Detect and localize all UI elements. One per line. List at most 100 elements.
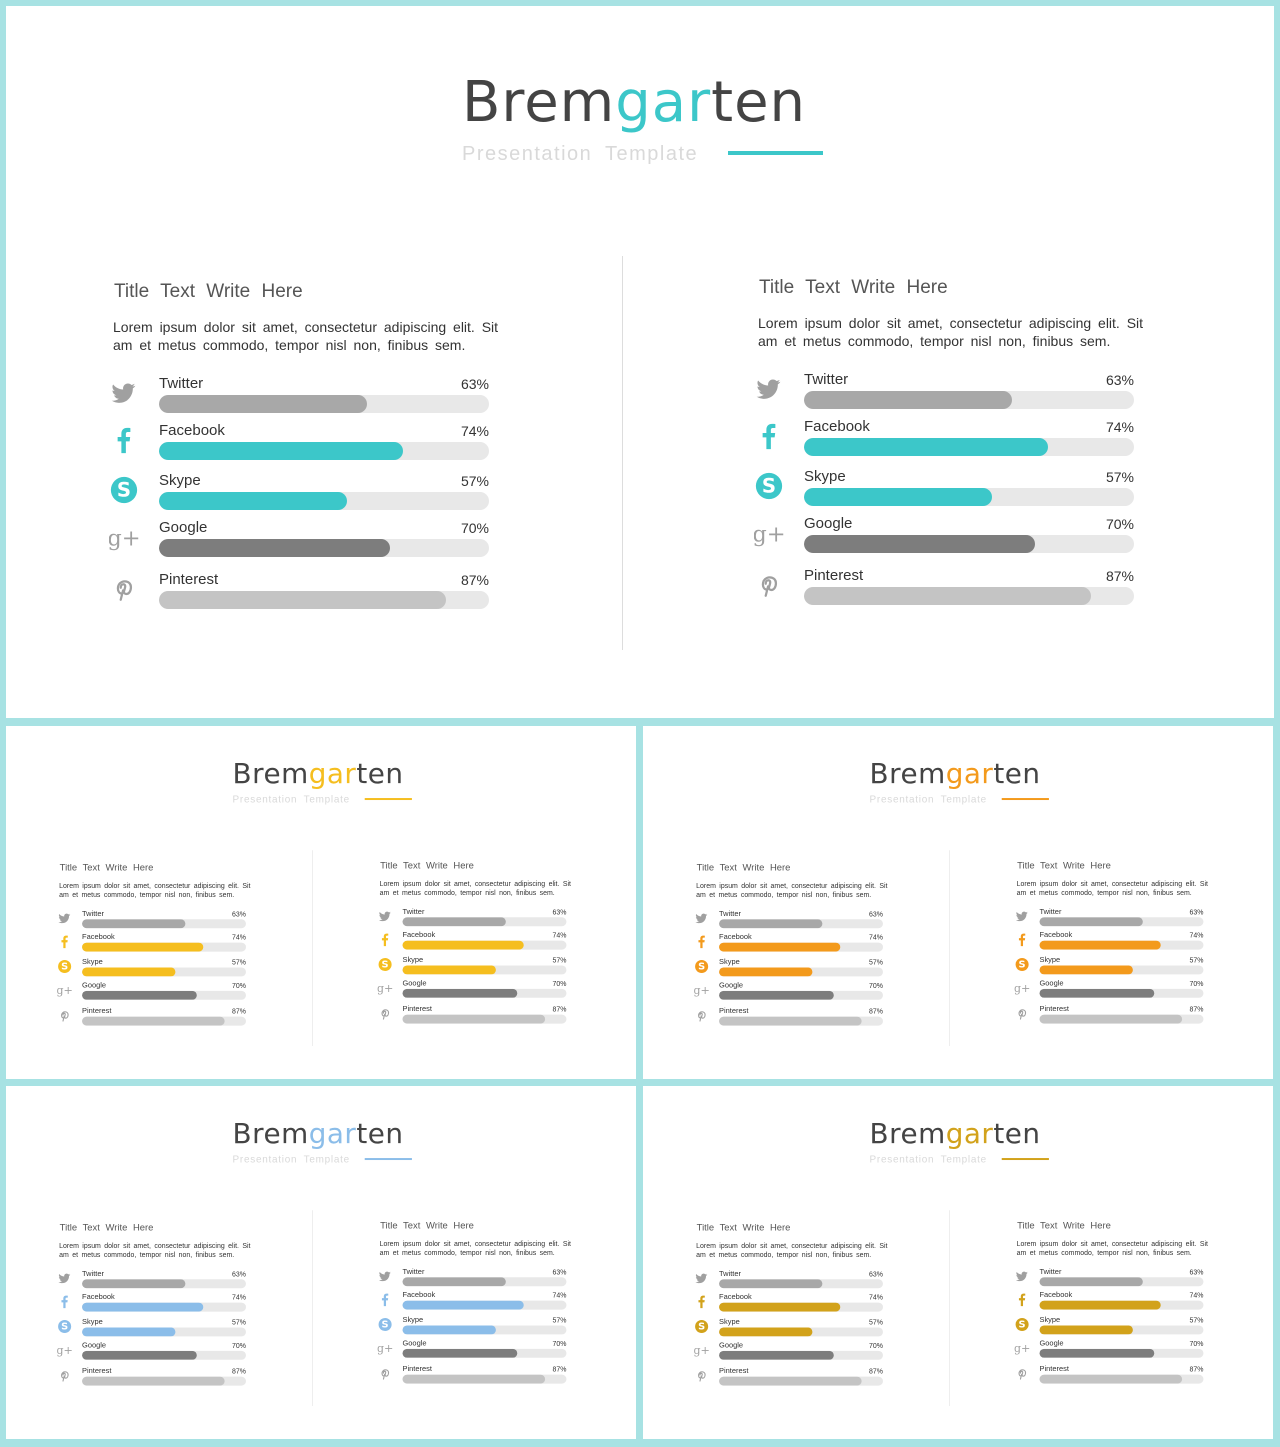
metric-row-facebook: Facebook 74% (102, 422, 502, 466)
facebook-icon (698, 1295, 705, 1309)
metric-bar-fill (159, 539, 390, 557)
metric-label: Skype (82, 957, 103, 966)
metric-label: Pinterest (1039, 1364, 1069, 1374)
presentation-subtitle: Presentation Template (869, 794, 987, 805)
metric-row-skype: S Skype 57% (1011, 956, 1210, 978)
metric-label: Google (719, 980, 744, 990)
metric-bar-fill (159, 492, 348, 510)
metric-bar-track (804, 488, 1134, 506)
brand-title-suffix: ten (993, 757, 1041, 791)
metric-label: Twitter (719, 1269, 741, 1278)
metric-label: Facebook (804, 418, 870, 435)
metric-row-twitter: Twitter 63% (102, 375, 502, 419)
svg-text:S: S (382, 960, 389, 971)
metric-row-google: g+ Google 70% (1011, 1339, 1210, 1361)
metric-bar-fill (719, 919, 823, 929)
metric-row-twitter: Twitter 63% (1011, 907, 1210, 929)
title-accent-rule (364, 798, 412, 801)
metric-bar-fill (1039, 1014, 1183, 1024)
panel-title: Title Text Write Here (59, 862, 154, 874)
metric-value: 87% (1189, 1365, 1204, 1374)
metric-value: 70% (552, 1339, 567, 1348)
metric-label: Google (804, 515, 853, 532)
metric-value: 87% (869, 1367, 883, 1376)
metric-bar-track (82, 1350, 246, 1360)
metric-label: Twitter (804, 371, 849, 388)
metric-bar-track (719, 1350, 883, 1360)
metric-bar-fill (402, 940, 524, 950)
metric-row-facebook: Facebook 74% (747, 418, 1147, 462)
metric-bar-track (402, 1325, 567, 1335)
metric-label: Twitter (82, 909, 104, 918)
metric-bar-track (82, 990, 246, 1000)
metric-bar-track (82, 942, 246, 952)
google-plus-icon: g+ (378, 1342, 393, 1355)
panel-right: Title Text Write Here Lorem ipsum dolor … (1011, 860, 1220, 1039)
brand-title-prefix: Brem (869, 1117, 946, 1151)
metric-label: Twitter (1039, 907, 1062, 916)
svg-text:S: S (1019, 960, 1026, 971)
pinterest-icon (1018, 1009, 1027, 1020)
skype-icon: S (1015, 957, 1029, 972)
metric-bar-fill (402, 1348, 518, 1358)
metric-row-skype: S Skype 57% (691, 1318, 890, 1340)
svg-text:g+: g+ (57, 1344, 72, 1357)
metric-bar-track (82, 967, 246, 977)
metric-bar-track (402, 965, 567, 975)
panel-left: Title Text Write Here Lorem ipsum dolor … (691, 862, 900, 1041)
skype-icon: S (378, 957, 392, 972)
skype-icon: S (695, 1319, 709, 1333)
metric-value: 74% (552, 931, 567, 940)
panel-title: Title Text Write Here (696, 862, 791, 874)
metric-list: Twitter 63% Facebook 74% S Skype 57% g+ … (102, 375, 502, 615)
metric-bar-track (804, 535, 1134, 553)
metric-value: 74% (1105, 419, 1134, 435)
metric-label: Skype (159, 472, 201, 489)
metric-label: Google (1039, 1338, 1064, 1348)
svg-text:g+: g+ (694, 1344, 709, 1357)
metric-row-facebook: Facebook 74% (691, 1293, 890, 1315)
slide-main: Bremgarten Presentation Template Title T… (6, 6, 1274, 718)
metric-bar-track (402, 1348, 567, 1358)
slide-content: Bremgarten Presentation Template Title T… (6, 6, 1274, 718)
panel-body: Lorem ipsum dolor sit amet, consectetur … (59, 1241, 251, 1259)
brand-title-accent: gar (945, 757, 994, 791)
metric-value: 74% (1189, 1291, 1204, 1300)
metric-bar-track (719, 1016, 883, 1026)
google-plus-icon: g+ (694, 1344, 709, 1357)
metric-row-pinterest: Pinterest 87% (1011, 1005, 1210, 1027)
svg-text:S: S (61, 962, 68, 973)
metric-bar-fill (719, 1302, 841, 1312)
metric-bar-track (1039, 1014, 1204, 1024)
metric-bar-track (402, 1014, 567, 1024)
metric-bar-fill (82, 990, 197, 1000)
metric-bar-fill (82, 1327, 176, 1337)
google-plus-icon: g+ (109, 525, 139, 551)
metric-bar-fill (1039, 940, 1161, 950)
metric-label: Skype (1039, 955, 1061, 964)
metric-value: 70% (1189, 1339, 1204, 1348)
metric-value: 70% (552, 979, 567, 988)
metric-label: Pinterest (82, 1006, 112, 1016)
panel-left: Title Text Write Here Lorem ipsum dolor … (54, 862, 263, 1041)
brand-title-prefix: Brem (232, 1117, 309, 1151)
google-plus-icon: g+ (694, 984, 709, 997)
twitter-icon (111, 383, 136, 403)
svg-text:g+: g+ (109, 525, 139, 551)
column-divider (622, 256, 623, 650)
metric-bar-track (159, 492, 489, 510)
metric-bar-fill (82, 1279, 186, 1289)
metric-value: 74% (869, 933, 883, 942)
metric-label: Facebook (82, 932, 115, 942)
metric-bar-fill (402, 965, 496, 975)
metric-row-twitter: Twitter 63% (374, 907, 573, 929)
skype-icon: S (110, 476, 138, 504)
title-accent-rule (1001, 1158, 1049, 1161)
slide-content: Bremgarten Presentation Template Title T… (6, 726, 636, 1079)
facebook-icon (1018, 933, 1026, 947)
brand-title-suffix: ten (356, 1117, 404, 1151)
metric-label: Facebook (82, 1292, 115, 1302)
metric-label: Twitter (402, 907, 425, 916)
metric-label: Twitter (1039, 1267, 1062, 1276)
facebook-icon (381, 933, 389, 947)
